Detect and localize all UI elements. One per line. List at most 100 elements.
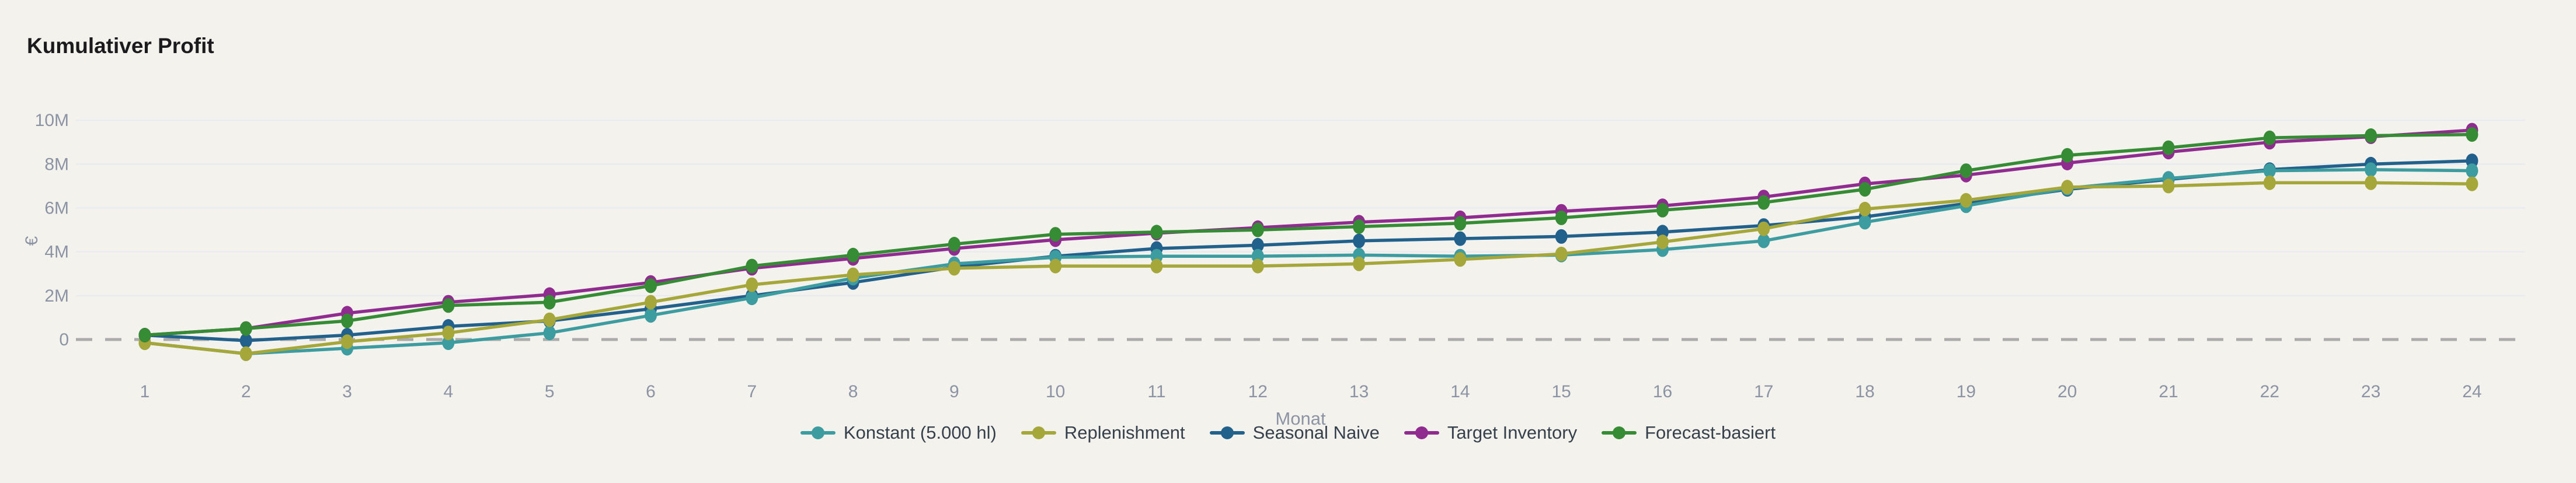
legend-line-dot-icon <box>800 425 836 440</box>
x-axis-label: Monat <box>1275 408 1326 429</box>
x-tick-label: 20 <box>2058 382 2077 401</box>
data-point-replenishment-m8[interactable] <box>847 267 859 282</box>
x-tick-label: 22 <box>2260 382 2279 401</box>
series-target-inventory[interactable] <box>138 123 2478 342</box>
data-point-forecast-basiert-m2[interactable] <box>239 321 252 336</box>
data-point-replenishment-m17[interactable] <box>1757 221 1770 236</box>
data-point-replenishment-m5[interactable] <box>543 312 556 327</box>
data-point-replenishment-m19[interactable] <box>1959 192 1972 208</box>
y-axis-label: € <box>22 236 41 246</box>
y-tick-label: 4M <box>44 243 69 262</box>
data-point-replenishment-m18[interactable] <box>1858 201 1871 216</box>
data-point-replenishment-m12[interactable] <box>1251 258 1264 274</box>
data-point-forecast-basiert-m17[interactable] <box>1757 195 1770 210</box>
series-line-forecast-basiert[interactable] <box>143 132 2474 337</box>
data-point-replenishment-m10[interactable] <box>1049 258 1062 274</box>
data-point-konstant-5-000-hl-m5[interactable] <box>543 326 556 341</box>
legend-item-target-inventory[interactable]: Target Inventory <box>1404 422 1577 443</box>
series-line-replenishment[interactable] <box>143 181 2474 356</box>
data-point-forecast-basiert-m1[interactable] <box>138 328 151 342</box>
data-point-konstant-5-000-hl-m24[interactable] <box>2466 163 2478 178</box>
data-point-forecast-basiert-m24[interactable] <box>2466 127 2478 142</box>
data-point-forecast-basiert-m20[interactable] <box>2061 148 2074 163</box>
data-point-forecast-basiert-m16[interactable] <box>1656 202 1669 218</box>
data-point-forecast-basiert-m8[interactable] <box>847 247 859 262</box>
data-point-replenishment-m24[interactable] <box>2466 176 2478 191</box>
legend-item-seasonal-naive[interactable]: Seasonal Naive <box>1209 422 1380 443</box>
data-point-seasonal-naive-m12[interactable] <box>1251 237 1264 253</box>
data-point-forecast-basiert-m22[interactable] <box>2263 130 2276 145</box>
x-tick-label: 10 <box>1046 382 1065 401</box>
data-point-konstant-5-000-hl-m18[interactable] <box>1858 215 1871 230</box>
data-point-forecast-basiert-m19[interactable] <box>1959 163 1972 178</box>
data-point-replenishment-m13[interactable] <box>1353 256 1366 271</box>
legend-item-replenishment[interactable]: Replenishment <box>1021 422 1185 443</box>
data-point-seasonal-naive-m13[interactable] <box>1353 233 1366 249</box>
gridlines <box>76 120 2525 341</box>
x-tick-label: 8 <box>848 382 858 401</box>
x-tick-label: 13 <box>1349 382 1369 401</box>
data-point-replenishment-m9[interactable] <box>948 261 960 276</box>
data-point-replenishment-m14[interactable] <box>1454 252 1467 267</box>
data-point-forecast-basiert-m4[interactable] <box>442 298 455 313</box>
x-tick-label: 18 <box>1855 382 1874 401</box>
data-point-replenishment-m11[interactable] <box>1150 258 1163 274</box>
data-point-forecast-basiert-m15[interactable] <box>1555 210 1568 225</box>
data-point-replenishment-m2[interactable] <box>239 346 252 361</box>
data-point-replenishment-m4[interactable] <box>442 326 455 341</box>
x-tick-label: 4 <box>444 382 454 401</box>
legend-item-konstant-5-000-hl[interactable]: Konstant (5.000 hl) <box>800 422 997 443</box>
data-point-forecast-basiert-m18[interactable] <box>1858 182 1871 197</box>
legend-line-dot-icon <box>1021 425 1056 440</box>
data-point-seasonal-naive-m2[interactable] <box>239 333 252 348</box>
x-tick-label: 21 <box>2159 382 2178 401</box>
data-point-forecast-basiert-m12[interactable] <box>1251 222 1264 237</box>
data-point-seasonal-naive-m14[interactable] <box>1454 231 1467 246</box>
y-tick-label: 2M <box>44 286 69 306</box>
data-point-forecast-basiert-m23[interactable] <box>2365 128 2377 143</box>
x-tick-label: 6 <box>646 382 656 401</box>
data-point-forecast-basiert-m13[interactable] <box>1353 219 1366 234</box>
data-point-replenishment-m6[interactable] <box>645 295 657 310</box>
series-konstant-5-000-hl[interactable] <box>138 162 2478 361</box>
x-tick-label: 14 <box>1450 382 1470 401</box>
x-tick-label: 3 <box>342 382 352 401</box>
data-point-forecast-basiert-m11[interactable] <box>1150 225 1163 240</box>
data-point-konstant-5-000-hl-m22[interactable] <box>2263 163 2276 178</box>
data-point-replenishment-m7[interactable] <box>746 277 758 292</box>
data-point-konstant-5-000-hl-m7[interactable] <box>746 290 758 306</box>
series-forecast-basiert[interactable] <box>138 127 2478 342</box>
x-tick-label: 5 <box>545 382 555 401</box>
data-point-replenishment-m21[interactable] <box>2162 178 2175 194</box>
legend-label: Konstant (5.000 hl) <box>843 422 997 443</box>
data-point-replenishment-m3[interactable] <box>341 334 354 349</box>
data-point-forecast-basiert-m14[interactable] <box>1454 216 1467 231</box>
legend-label: Target Inventory <box>1447 422 1578 443</box>
data-point-forecast-basiert-m9[interactable] <box>948 237 960 251</box>
data-point-konstant-5-000-hl-m6[interactable] <box>645 308 657 323</box>
data-point-konstant-5-000-hl-m23[interactable] <box>2365 162 2377 177</box>
data-point-seasonal-naive-m15[interactable] <box>1555 229 1568 244</box>
data-point-forecast-basiert-m10[interactable] <box>1049 227 1062 242</box>
legend-label: Replenishment <box>1064 422 1185 443</box>
data-point-forecast-basiert-m7[interactable] <box>746 258 758 274</box>
x-tick-label: 19 <box>1957 382 1976 401</box>
y-tick-label: 8M <box>44 155 69 174</box>
series-replenishment[interactable] <box>138 175 2478 361</box>
data-point-replenishment-m23[interactable] <box>2365 175 2377 190</box>
x-tick-label: 15 <box>1552 382 1571 401</box>
series-line-target-inventory[interactable] <box>143 128 2474 337</box>
data-point-forecast-basiert-m21[interactable] <box>2162 140 2175 155</box>
data-point-replenishment-m15[interactable] <box>1555 246 1568 261</box>
legend-item-forecast-basiert[interactable]: Forecast-basiert <box>1602 422 1776 443</box>
data-point-konstant-5-000-hl-m17[interactable] <box>1757 233 1770 249</box>
data-point-replenishment-m16[interactable] <box>1656 235 1669 250</box>
data-point-forecast-basiert-m3[interactable] <box>341 313 354 328</box>
data-point-forecast-basiert-m5[interactable] <box>543 295 556 310</box>
data-point-replenishment-m20[interactable] <box>2061 180 2074 195</box>
y-tick-label: 0 <box>59 330 69 349</box>
legend-line-dot-icon <box>1602 425 1637 440</box>
data-point-forecast-basiert-m6[interactable] <box>645 278 657 293</box>
data-point-replenishment-m22[interactable] <box>2263 175 2276 190</box>
